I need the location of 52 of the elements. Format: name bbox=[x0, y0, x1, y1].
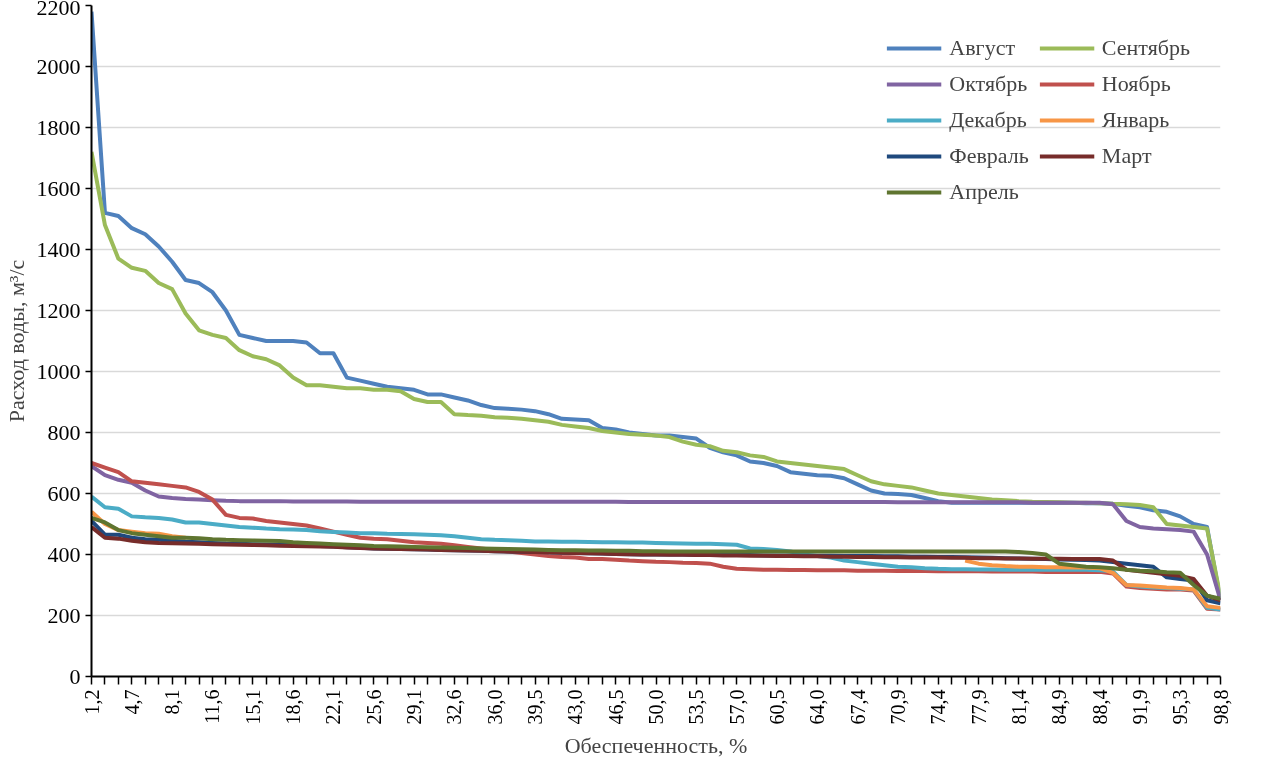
x-tick-label: 95,3 bbox=[1169, 689, 1192, 725]
legend-label: Ноябрь bbox=[1101, 71, 1171, 97]
x-tick-label: 53,5 bbox=[685, 689, 708, 725]
x-tick-label: 8,1 bbox=[161, 689, 184, 715]
x-tick-label: 18,6 bbox=[282, 689, 305, 725]
x-tick-label: 46,5 bbox=[604, 689, 627, 725]
x-tick-label: 15,1 bbox=[241, 689, 264, 725]
legend-label: Август bbox=[949, 35, 1016, 61]
x-tick-label: 88,4 bbox=[1088, 689, 1111, 725]
x-tick-label: 70,9 bbox=[886, 689, 909, 725]
y-tick-label: 800 bbox=[47, 419, 81, 445]
y-axis-title: Расход воды, м³/с bbox=[3, 259, 29, 423]
y-tick-label: 600 bbox=[47, 480, 81, 506]
y-tick-label: 1400 bbox=[36, 236, 81, 262]
legend-label: Сентябрь bbox=[1101, 35, 1190, 61]
x-tick-label: 81,4 bbox=[1007, 689, 1030, 725]
x-tick-label: 67,4 bbox=[846, 689, 869, 725]
x-tick-label: 50,0 bbox=[645, 689, 667, 725]
y-tick-label: 2000 bbox=[36, 53, 81, 79]
x-tick-label: 57,0 bbox=[725, 689, 748, 725]
x-tick-label: 84,9 bbox=[1048, 689, 1071, 725]
y-tick-label: 400 bbox=[47, 541, 81, 567]
x-tick-label: 4,7 bbox=[120, 689, 143, 715]
x-tick-label: 64,0 bbox=[806, 689, 829, 725]
legend-label: Февраль bbox=[949, 143, 1029, 169]
legend-label: Октябрь bbox=[949, 71, 1028, 97]
y-tick-label: 1600 bbox=[36, 175, 81, 201]
x-axis-title: Обеспеченность, % bbox=[564, 732, 748, 758]
y-tick-label: 200 bbox=[47, 602, 81, 628]
x-tick-label: 43,0 bbox=[564, 689, 587, 725]
x-tick-label: 98,8 bbox=[1209, 689, 1232, 725]
x-tick-label: 91,9 bbox=[1128, 689, 1151, 725]
y-tick-label: 1200 bbox=[36, 297, 81, 323]
y-tick-label: 2200 bbox=[36, 0, 81, 20]
y-tick-label: 1800 bbox=[36, 114, 81, 140]
x-tick-label: 32,6 bbox=[443, 689, 466, 725]
x-tick-label: 22,1 bbox=[322, 689, 345, 725]
x-tick-label: 36,0 bbox=[483, 689, 506, 725]
y-tick-label: 0 bbox=[69, 663, 81, 689]
x-tick-label: 11,6 bbox=[201, 689, 224, 724]
x-tick-label: 77,9 bbox=[967, 689, 990, 725]
legend-label: Декабрь bbox=[949, 107, 1027, 133]
x-tick-label: 39,5 bbox=[524, 689, 547, 725]
legend-label: Январь bbox=[1101, 107, 1170, 133]
x-tick-label: 1,2 bbox=[80, 689, 103, 715]
x-tick-label: 25,6 bbox=[362, 689, 385, 725]
x-tick-label: 74,4 bbox=[927, 689, 950, 725]
x-tick-label: 60,5 bbox=[765, 689, 788, 725]
legend-label: Апрель bbox=[949, 179, 1019, 205]
y-tick-label: 1000 bbox=[36, 358, 81, 384]
x-tick-label: 29,1 bbox=[403, 689, 426, 725]
legend-label: Март bbox=[1101, 143, 1152, 169]
